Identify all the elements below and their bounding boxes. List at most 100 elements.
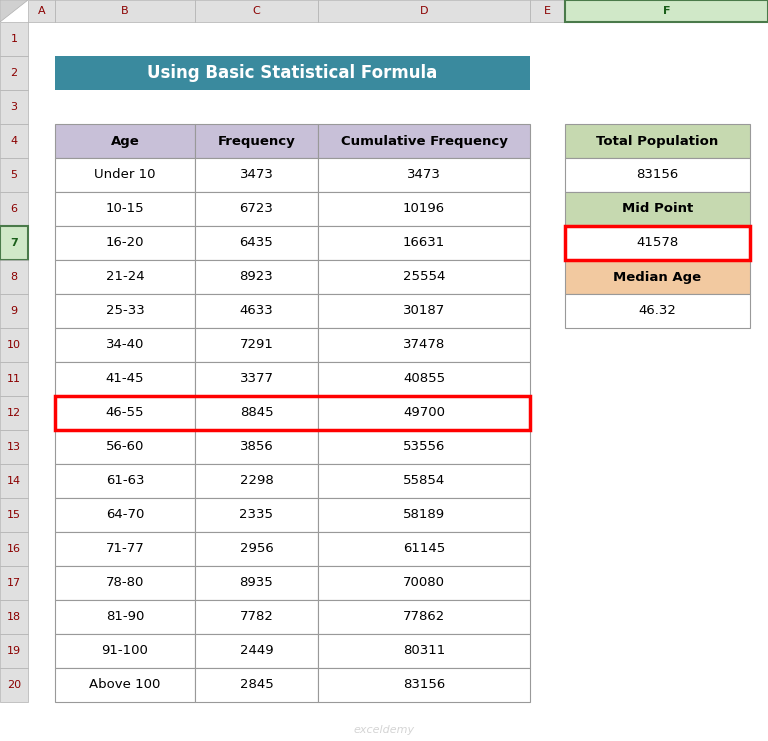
Text: 3473: 3473 — [240, 168, 273, 182]
Bar — [565, 192, 750, 226]
Bar — [318, 464, 530, 498]
Bar — [318, 532, 530, 566]
Bar — [195, 226, 318, 260]
Text: 2: 2 — [11, 68, 18, 78]
Bar — [195, 498, 318, 532]
Text: 8935: 8935 — [240, 576, 273, 590]
Text: 7291: 7291 — [240, 339, 273, 351]
Text: Median Age: Median Age — [614, 270, 701, 284]
Text: D: D — [420, 6, 429, 16]
Text: 55854: 55854 — [403, 474, 445, 488]
Text: 41578: 41578 — [637, 236, 679, 250]
Bar — [195, 294, 318, 328]
Bar — [0, 396, 28, 430]
Text: 6723: 6723 — [240, 202, 273, 216]
Text: 2449: 2449 — [240, 645, 273, 657]
Text: 78-80: 78-80 — [106, 576, 144, 590]
Text: 91-100: 91-100 — [101, 645, 148, 657]
Text: Cumulative Frequency: Cumulative Frequency — [340, 135, 508, 147]
Text: 16631: 16631 — [403, 236, 445, 250]
Text: 53556: 53556 — [402, 440, 445, 453]
Text: 14: 14 — [7, 476, 21, 486]
Bar — [318, 226, 530, 260]
Bar — [0, 294, 28, 328]
Bar — [55, 226, 195, 260]
Bar — [530, 0, 565, 22]
Bar — [195, 260, 318, 294]
Text: 2845: 2845 — [240, 679, 273, 691]
Text: 19: 19 — [7, 646, 21, 656]
Bar — [55, 634, 195, 668]
Bar — [195, 192, 318, 226]
Bar — [318, 158, 530, 192]
Text: 21-24: 21-24 — [106, 270, 144, 284]
Text: 71-77: 71-77 — [106, 542, 144, 556]
Bar — [565, 226, 750, 260]
Bar — [0, 328, 28, 362]
Bar — [318, 566, 530, 600]
Text: 25-33: 25-33 — [106, 305, 144, 317]
Text: 83156: 83156 — [637, 168, 679, 182]
Text: 8: 8 — [11, 272, 18, 282]
Bar — [55, 430, 195, 464]
Bar — [565, 158, 750, 192]
Bar — [0, 362, 28, 396]
Text: 6: 6 — [11, 204, 18, 214]
Bar — [195, 158, 318, 192]
Text: 18: 18 — [7, 612, 21, 622]
Bar — [318, 600, 530, 634]
Text: 56-60: 56-60 — [106, 440, 144, 453]
Bar — [0, 56, 28, 90]
Text: Using Basic Statistical Formula: Using Basic Statistical Formula — [147, 64, 438, 82]
Bar — [55, 498, 195, 532]
Text: C: C — [253, 6, 260, 16]
Text: E: E — [544, 6, 551, 16]
Text: 7: 7 — [10, 238, 18, 248]
Polygon shape — [0, 0, 28, 22]
Text: 25554: 25554 — [402, 270, 445, 284]
Bar — [55, 396, 195, 430]
Bar — [0, 226, 28, 260]
Text: 83156: 83156 — [403, 679, 445, 691]
Text: 13: 13 — [7, 442, 21, 452]
Text: 64-70: 64-70 — [106, 508, 144, 522]
Bar — [0, 124, 28, 158]
Bar — [195, 362, 318, 396]
Bar — [55, 158, 195, 192]
Bar — [195, 124, 318, 158]
Text: 7782: 7782 — [240, 611, 273, 623]
Text: Total Population: Total Population — [597, 135, 719, 147]
Text: F: F — [663, 6, 670, 16]
Text: 70080: 70080 — [403, 576, 445, 590]
Text: 16: 16 — [7, 544, 21, 554]
Bar — [0, 192, 28, 226]
Text: 11: 11 — [7, 374, 21, 384]
Bar — [0, 430, 28, 464]
Text: 15: 15 — [7, 510, 21, 520]
Text: Frequency: Frequency — [217, 135, 296, 147]
Bar — [55, 668, 195, 702]
Bar — [565, 226, 750, 260]
Text: 1: 1 — [11, 34, 18, 44]
Bar — [318, 668, 530, 702]
Bar — [0, 600, 28, 634]
Bar — [55, 0, 195, 22]
Bar — [55, 396, 530, 430]
Bar — [318, 430, 530, 464]
Bar — [195, 634, 318, 668]
Bar — [195, 532, 318, 566]
Text: 49700: 49700 — [403, 407, 445, 419]
Text: 10196: 10196 — [403, 202, 445, 216]
Text: 8845: 8845 — [240, 407, 273, 419]
Bar — [318, 328, 530, 362]
Bar — [55, 124, 195, 158]
Text: 17: 17 — [7, 578, 21, 588]
Bar — [0, 634, 28, 668]
Text: 30187: 30187 — [403, 305, 445, 317]
Text: 10-15: 10-15 — [106, 202, 144, 216]
Bar — [318, 362, 530, 396]
Bar — [55, 192, 195, 226]
Text: Mid Point: Mid Point — [622, 202, 694, 216]
Bar — [28, 0, 55, 22]
Bar — [565, 0, 768, 22]
